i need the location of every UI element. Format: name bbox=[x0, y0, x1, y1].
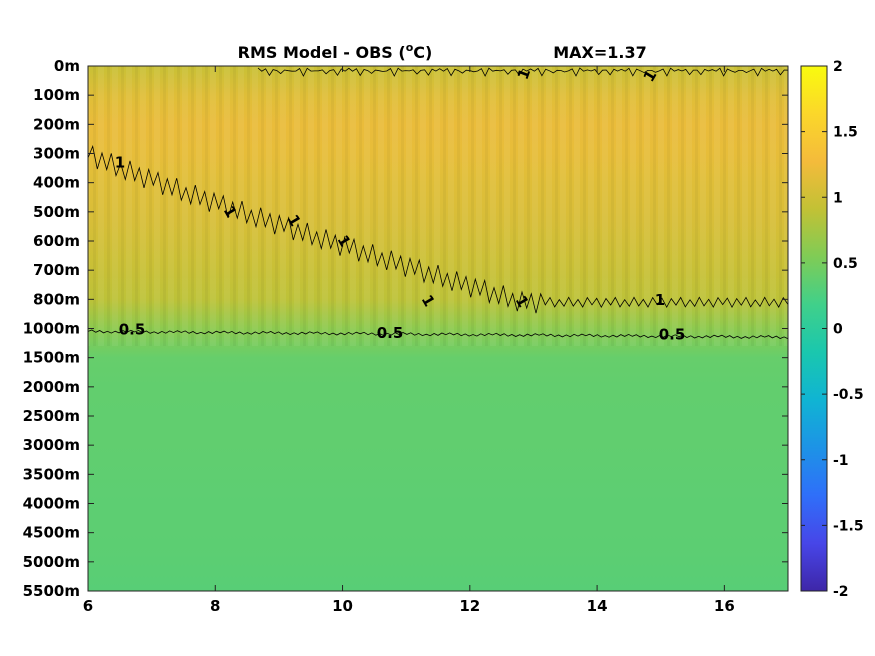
x-tick-label: 12 bbox=[459, 597, 480, 615]
contour-label: 0.5 bbox=[119, 321, 146, 339]
colorbar-tick-label: -1 bbox=[833, 453, 849, 469]
y-tick-label: 3000m bbox=[23, 436, 80, 454]
y-tick-label: 100m bbox=[33, 86, 80, 104]
y-tick-label: 700m bbox=[33, 261, 80, 279]
colorbar-tick-label: -1.5 bbox=[833, 518, 864, 534]
chart-title-sup: o bbox=[406, 41, 414, 54]
chart-title: RMS Model - OBS (oC) bbox=[238, 41, 433, 62]
y-tick-label: 4000m bbox=[23, 495, 80, 513]
y-tick-label: 500m bbox=[33, 203, 80, 221]
x-tick-label: 6 bbox=[83, 597, 93, 615]
contour-label: 1 bbox=[655, 291, 665, 309]
y-tick-label: 5500m bbox=[23, 582, 80, 600]
plot-area: 11 111 1 11 10.5 0.5 0.5 bbox=[88, 66, 788, 591]
y-tick-label: 0m bbox=[54, 57, 80, 75]
max-label: MAX=1.37 bbox=[553, 43, 647, 62]
colorbar-tick-label: 1 bbox=[833, 190, 843, 206]
y-tick-label: 4500m bbox=[23, 524, 80, 542]
colorbar-axis: 2 1.5 1 0.5 0 -0.5 -1 -1.5 -2 bbox=[801, 59, 864, 600]
colorbar-tick-label: 0.5 bbox=[833, 256, 858, 272]
colorbar-tick-label: -2 bbox=[833, 584, 849, 600]
x-tick-label: 10 bbox=[332, 597, 353, 615]
y-tick-label: 800m bbox=[33, 290, 80, 308]
y-tick-label: 200m bbox=[33, 115, 80, 133]
contour-line-1-surface bbox=[257, 67, 788, 77]
chart-title-end: C) bbox=[413, 43, 432, 62]
x-tick-label: 14 bbox=[587, 597, 608, 615]
colorbar-tick-label: -0.5 bbox=[833, 387, 864, 403]
x-tick-label: 8 bbox=[210, 597, 220, 615]
y-tick-label: 1000m bbox=[23, 320, 80, 338]
colorbar-tick-label: 0 bbox=[833, 322, 843, 338]
x-axis: 6 8 10 12 14 16 bbox=[83, 66, 735, 615]
contour-label: 0.5 bbox=[659, 325, 686, 343]
chart-title-main: RMS Model - OBS ( bbox=[238, 43, 406, 62]
field-texture bbox=[88, 66, 788, 346]
contour-label: 1 bbox=[115, 153, 125, 171]
y-tick-label: 5000m bbox=[23, 553, 80, 571]
colorbar-tick-label: 1.5 bbox=[833, 125, 858, 141]
y-tick-label: 300m bbox=[33, 145, 80, 163]
y-tick-label: 1500m bbox=[23, 349, 80, 367]
contour-line-1 bbox=[88, 145, 788, 314]
y-tick-label: 400m bbox=[33, 174, 80, 192]
y-tick-label: 2500m bbox=[23, 407, 80, 425]
y-tick-label: 600m bbox=[33, 232, 80, 250]
y-tick-label: 3500m bbox=[23, 465, 80, 483]
contour-label: 0.5 bbox=[377, 324, 404, 342]
contour-line-0.5 bbox=[88, 329, 788, 340]
x-tick-label: 16 bbox=[714, 597, 735, 615]
y-tick-label: 2000m bbox=[23, 378, 80, 396]
y-axis: 0m 100m 200m 300m 400m 500m 600m 700m 800m 1000m 1… bbox=[23, 57, 788, 600]
colorbar-tick-label: 2 bbox=[833, 59, 843, 75]
